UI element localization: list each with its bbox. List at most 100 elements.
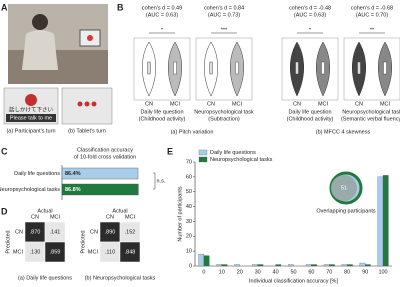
y-tick-label: 30 (186, 219, 192, 225)
panel-label: D (1, 206, 8, 216)
bar (359, 262, 366, 267)
x-label: CN (207, 101, 215, 107)
y-tick-label: 70 (186, 159, 192, 165)
subtask: (Childhood activity) (139, 116, 186, 122)
class-label: CN (90, 229, 98, 235)
inset-label: Overlapping participants (316, 208, 376, 214)
plot-frame (281, 37, 339, 101)
x-axis-label: Individual classification accuracy [%] (249, 278, 338, 284)
plot-frame (133, 37, 191, 101)
legend-swatch (198, 156, 208, 163)
significance: * (161, 27, 164, 33)
subtask: (Semantic verbal fluency) (341, 116, 400, 122)
x-label: MCI (318, 101, 329, 107)
auc: (AUC = 0.63) (146, 12, 178, 18)
bar (364, 264, 371, 267)
auc: (AUC = 0.70) (356, 12, 388, 18)
stat: cohen's d = -0.48 (289, 5, 331, 11)
value-label: 86.8% (65, 187, 81, 193)
panel-label: B (117, 2, 124, 12)
category-label: Daily life questions (14, 171, 60, 177)
subtask: (Childhood activity) (287, 116, 334, 122)
significance: ** (370, 27, 375, 33)
y-tick-label: 0 (189, 263, 192, 269)
caption: (a) Participant's turn (6, 128, 55, 134)
class-label: MCI (13, 249, 24, 255)
y-tick-label: 50 (186, 189, 192, 195)
group-label: (a) Pitch variation (171, 129, 214, 135)
class-label: MCI (50, 214, 61, 220)
stat: cohen's d = 0.49 (142, 5, 182, 11)
bar (234, 264, 240, 267)
cell-value: .110 (105, 249, 115, 255)
x-tick-label: 90 (362, 269, 368, 275)
cell-value: .859 (50, 249, 61, 255)
person-head (32, 14, 48, 30)
x-label: MCI (380, 101, 391, 107)
cell-value: .152 (125, 229, 136, 235)
x-label: CN (145, 101, 153, 107)
bar (323, 264, 330, 267)
box (357, 61, 361, 75)
axis-label: Actual (112, 208, 127, 214)
chart-title: of 10-fold cross validation (74, 154, 136, 160)
bracket (153, 172, 156, 190)
plot-frame (195, 37, 253, 101)
x-tick-label: 80 (344, 269, 350, 275)
auc: (AUC = 0.73) (208, 12, 240, 18)
box (321, 61, 325, 75)
stat: cohen's d = -0.68 (351, 5, 393, 11)
legend-label: Neuropsychological tasks (210, 157, 273, 163)
legend-label: Daily life questions (210, 150, 256, 156)
cell-value: .848 (125, 249, 136, 255)
screen-text: 話しかけて下さい (9, 105, 54, 113)
task: Daily life question (288, 109, 331, 115)
dot (91, 101, 97, 107)
bar (311, 264, 317, 267)
auc: (AUC = 0.63) (294, 12, 326, 18)
group-label: (b) MFCC 4 skewness (316, 129, 371, 135)
significance: * (309, 27, 312, 33)
venn (331, 175, 357, 201)
class-label: MCI (125, 214, 136, 220)
bar (347, 264, 353, 267)
bar (216, 264, 223, 267)
box (383, 61, 387, 75)
plot-frame (343, 37, 400, 101)
x-tick-label: 20 (237, 269, 243, 275)
annotation: n.s. (157, 178, 166, 184)
class-label: MCI (88, 249, 99, 255)
x-tick-label: 10 (219, 269, 225, 275)
x-tick-label: 50 (290, 269, 296, 275)
x-tick-label: 70 (326, 269, 332, 275)
box (235, 61, 239, 75)
bar (377, 176, 384, 267)
significance: *** (221, 27, 228, 33)
y-tick-label: 10 (186, 249, 192, 255)
axis-label: Predicted (80, 230, 86, 253)
cell (119, 241, 141, 263)
class-label: CN (31, 214, 39, 220)
stat: cohen's d = 0.84 (204, 5, 244, 11)
x-label: CN (293, 101, 301, 107)
x-label: MCI (232, 101, 243, 107)
y-tick-label: 40 (186, 204, 192, 210)
bar (329, 264, 335, 267)
x-tick-label: 0 (202, 269, 205, 275)
inset-value: 51 (341, 185, 347, 191)
cell-value: .870 (30, 229, 41, 235)
box (173, 61, 177, 75)
panel-label: E (167, 146, 173, 156)
bar (275, 264, 282, 267)
bar (257, 264, 264, 267)
bar (203, 255, 210, 267)
x-tick-label: 30 (255, 269, 261, 275)
box (209, 61, 213, 75)
dot (84, 101, 90, 107)
bar (61, 167, 139, 180)
task: Daily life question (140, 109, 183, 115)
bar (287, 264, 294, 267)
x-label: CN (355, 101, 363, 107)
x-tick-label: 60 (308, 269, 314, 275)
